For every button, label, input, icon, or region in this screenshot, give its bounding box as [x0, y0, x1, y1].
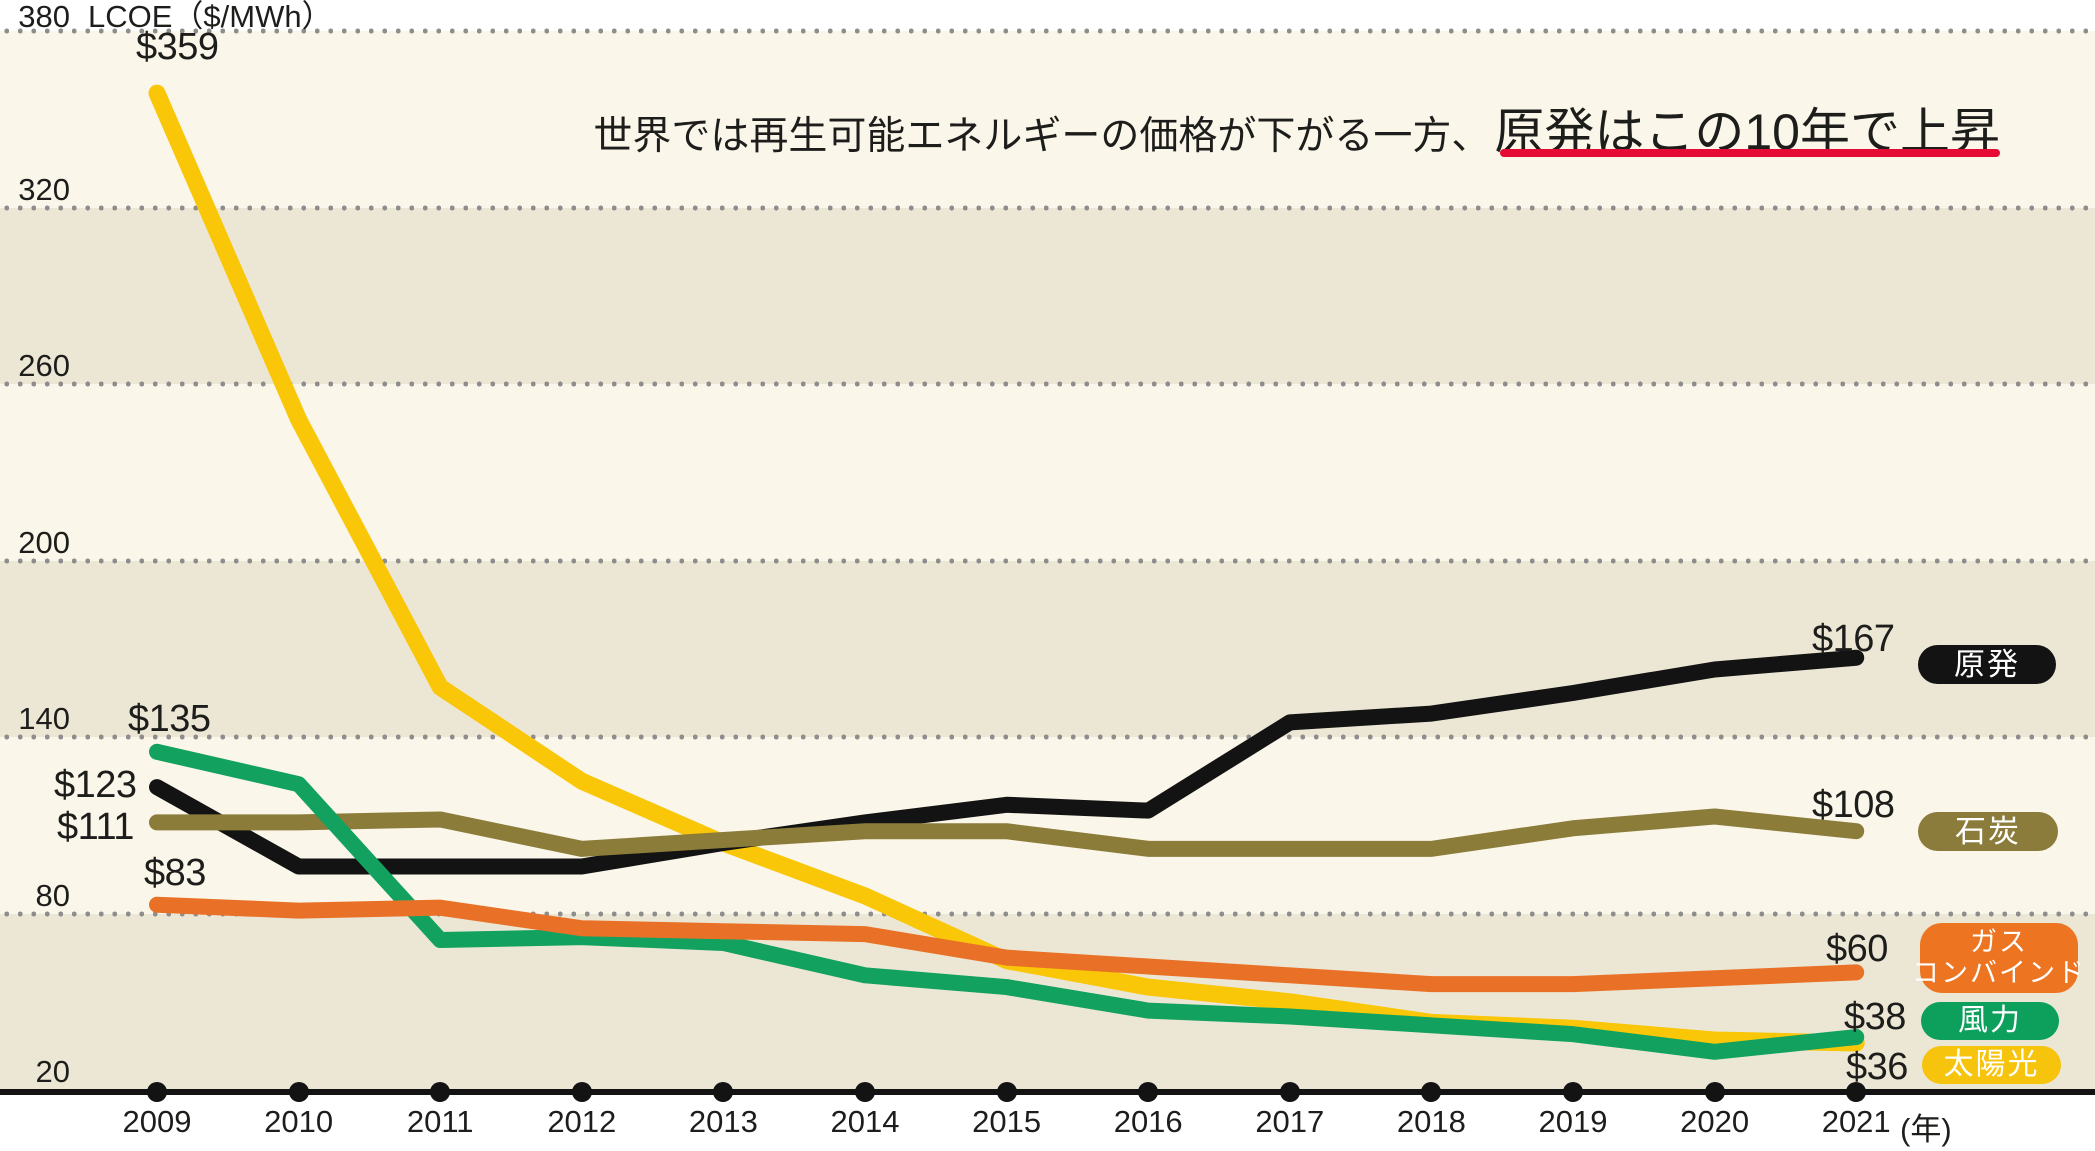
plot-band — [0, 560, 2095, 738]
x-axis-year-label: 2019 — [1538, 1104, 1608, 1139]
value-label-gas-first: $83 — [144, 852, 206, 894]
value-label-gas-last: $60 — [1826, 928, 1888, 970]
gridline-380 — [0, 28, 2095, 35]
legend-pill-gas: ガス コンバインド — [1912, 923, 2084, 993]
y-axis-tick-label: 80 — [35, 877, 70, 913]
value-label-nuclear-first: $123 — [54, 764, 137, 806]
legend-pill-coal: 石炭 — [1918, 812, 2058, 851]
x-axis-year-label: 2009 — [122, 1104, 192, 1139]
x-axis-year-label: 2020 — [1680, 1104, 1750, 1139]
legend-pill-label: 原発 — [1954, 646, 2020, 682]
x-axis-year-label: 2013 — [688, 1104, 758, 1139]
x-axis-year-label: 2012 — [547, 1104, 617, 1139]
x-axis-year-label: 2014 — [830, 1104, 900, 1139]
x-axis-unit-label: (年) — [1900, 1112, 1952, 1147]
x-axis-year-label: 2016 — [1113, 1104, 1183, 1139]
x-axis-year-label: 2010 — [264, 1104, 334, 1139]
legend-pill-label: コンバインド — [1912, 958, 2086, 988]
legend-pill-label: 太陽光 — [1943, 1047, 2040, 1081]
value-label-coal-last: $108 — [1812, 784, 1895, 826]
value-label-nuclear-last: $167 — [1812, 618, 1895, 660]
value-label-wind-last: $38 — [1844, 996, 1906, 1038]
series-line-coal — [149, 808, 1865, 857]
x-axis-line — [0, 1089, 2095, 1095]
x-axis-year-label: 2021 — [1821, 1104, 1891, 1139]
value-label-wind-first: $135 — [128, 698, 211, 740]
gridline-200 — [0, 557, 2095, 564]
y-axis-tick-label: 380 — [18, 0, 70, 34]
series-line-gas — [149, 896, 1865, 993]
gridline-320 — [0, 204, 2095, 211]
series-line-wind — [149, 743, 1865, 1060]
legend-pill-nuclear: 原発 — [1918, 645, 2056, 684]
value-label-solar-first: $359 — [136, 26, 219, 68]
y-axis-unit-label: LCOE（$/MWh） — [88, 0, 333, 34]
title-highlight-underline-bar — [1500, 149, 2000, 157]
y-axis-tick-label: 140 — [18, 701, 70, 737]
legend-pill-wind: 風力 — [1921, 1002, 2059, 1040]
gridline-260 — [0, 381, 2095, 388]
y-axis-tick-label: 320 — [18, 171, 70, 207]
value-label-coal-first: $111 — [57, 806, 134, 848]
x-axis-year-label: 2017 — [1255, 1104, 1325, 1139]
legend-pill-label: ガス — [1970, 926, 2028, 957]
plot-band — [0, 207, 2095, 385]
x-axis-year-label: 2015 — [972, 1104, 1042, 1139]
legend-pill-solar: 太陽光 — [1922, 1046, 2061, 1084]
x-axis-year-label: 2011 — [406, 1104, 474, 1139]
series-line-nuclear — [149, 649, 1865, 875]
x-axis-year-label: 2018 — [1396, 1104, 1466, 1139]
y-axis-tick-label: 200 — [18, 524, 70, 560]
legend-pill-label: 石炭 — [1955, 813, 2021, 849]
gridline-80 — [0, 910, 2095, 917]
plot-band — [0, 31, 2095, 208]
gridline-140 — [0, 734, 2095, 741]
y-axis-tick-label: 260 — [18, 348, 70, 384]
legend-pill-label: 風力 — [1958, 1003, 2022, 1037]
value-label-solar-last: $36 — [1846, 1046, 1908, 1088]
y-axis-tick-label: 20 — [35, 1054, 70, 1089]
chart-title-prefix: 世界では再生可能エネルギーの価格が下がる一方、 — [593, 115, 1491, 158]
